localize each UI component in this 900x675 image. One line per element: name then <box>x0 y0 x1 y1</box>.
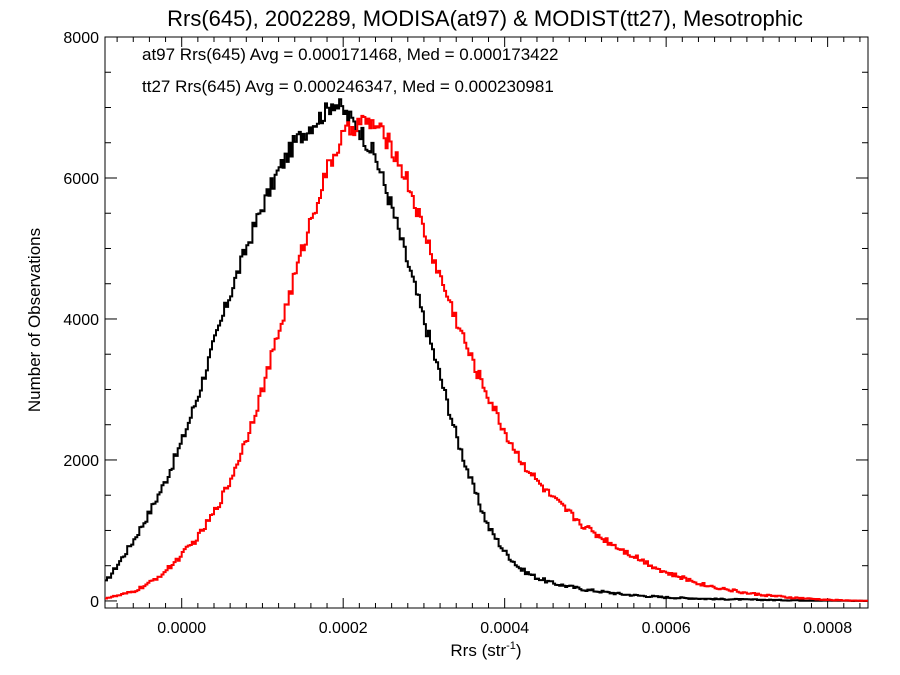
plot-frame <box>104 36 869 609</box>
x-axis-label: Rrs (str-1) <box>450 640 521 660</box>
y-tick-label: 0 <box>90 594 99 611</box>
x-tick-label: 0.0008 <box>803 620 852 637</box>
x-tick-label: 0.0000 <box>157 620 206 637</box>
legend-entry-at97: at97 Rrs(645) Avg = 0.000171468, Med = 0… <box>142 45 559 64</box>
y-tick-label: 2000 <box>63 453 99 470</box>
y-tick-label: 8000 <box>63 30 99 47</box>
legend-entry-tt27: tt27 Rrs(645) Avg = 0.000246347, Med = 0… <box>142 77 554 96</box>
chart-title: Rrs(645), 2002289, MODISA(at97) & MODIST… <box>167 6 803 31</box>
x-tick-label: 0.0006 <box>642 620 691 637</box>
series-line-at97 <box>105 98 868 602</box>
series-line-tt27 <box>105 114 868 602</box>
x-tick-label: 0.0004 <box>480 620 529 637</box>
plot-area: 0.0000 0.0002 0.0004 0.0006 0.0008 0 2000 4000 6… <box>63 30 869 637</box>
y-axis-label: Number of Observations <box>25 228 44 412</box>
y-tick-label: 4000 <box>63 312 99 329</box>
x-tick-label: 0.0002 <box>319 620 368 637</box>
y-tick-label: 6000 <box>63 171 99 188</box>
